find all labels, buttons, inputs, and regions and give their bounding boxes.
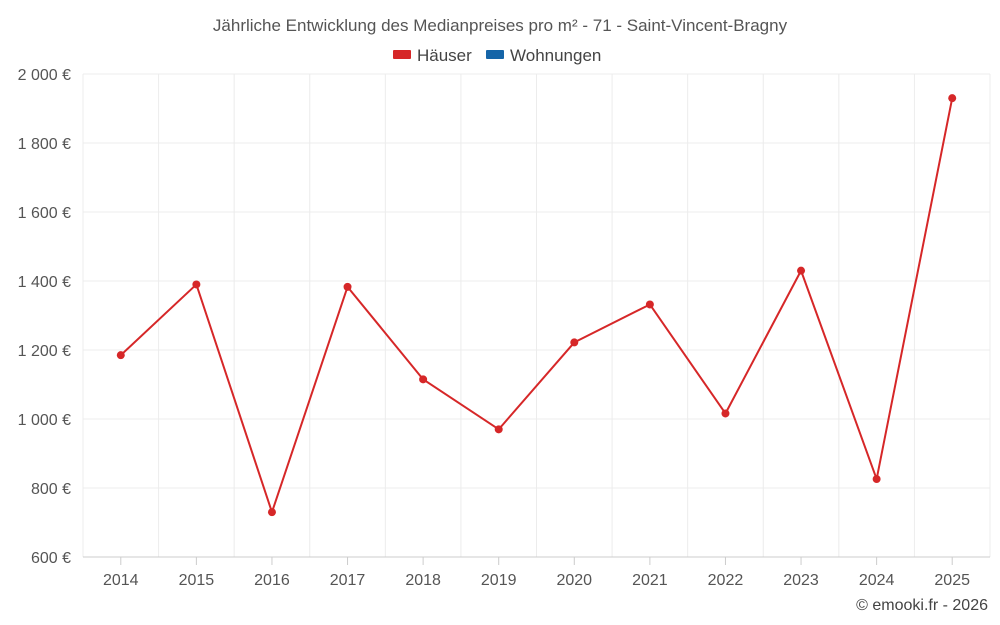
data-point-haeuser-2023[interactable] [797, 266, 806, 275]
x-tick-label: 2025 [934, 572, 970, 589]
y-tick-label: 600 € [31, 550, 71, 567]
x-tick-label: 2023 [783, 572, 819, 589]
data-point-haeuser-2014[interactable] [116, 351, 125, 360]
x-tick-label: 2019 [481, 572, 517, 589]
legend-swatch-haeuser [393, 50, 411, 59]
x-tick-label: 2015 [179, 572, 215, 589]
series-haeuser [116, 94, 957, 517]
legend: Häuser Wohnungen [393, 46, 601, 65]
y-tick-label: 800 € [31, 481, 71, 498]
data-point-haeuser-2019[interactable] [494, 425, 503, 434]
credit-text: © emooki.fr - 2026 [856, 597, 988, 614]
data-point-haeuser-2015[interactable] [192, 280, 201, 289]
data-point-haeuser-2022[interactable] [721, 409, 730, 418]
legend-item-wohnungen[interactable]: Wohnungen [486, 46, 601, 65]
y-tick-label: 1 200 € [18, 343, 71, 360]
x-axis-ticks: 2014 2015 2016 2017 2018 2019 2020 2021 2022 2023… [103, 557, 970, 589]
x-tick-label: 2021 [632, 572, 668, 589]
x-tick-label: 2020 [556, 572, 592, 589]
y-tick-label: 1 600 € [18, 205, 71, 222]
y-tick-label: 1 000 € [18, 412, 71, 429]
data-point-haeuser-2025[interactable] [948, 94, 957, 103]
data-point-haeuser-2018[interactable] [419, 375, 428, 384]
y-tick-label: 1 400 € [18, 274, 71, 291]
x-tick-label: 2018 [405, 572, 441, 589]
legend-swatch-wohnungen [486, 50, 504, 59]
x-gridlines [82, 74, 991, 557]
x-tick-label: 2014 [103, 572, 139, 589]
data-point-haeuser-2024[interactable] [872, 475, 881, 484]
data-point-haeuser-2020[interactable] [570, 338, 579, 347]
x-tick-label: 2024 [859, 572, 895, 589]
x-tick-label: 2016 [254, 572, 290, 589]
chart-title: Jährliche Entwicklung des Medianpreises … [213, 16, 788, 35]
y-axis-ticks: 600 € 800 € 1 000 € 1 200 € 1 400 € 1 600 € 1 … [18, 67, 71, 567]
y-tick-label: 1 800 € [18, 136, 71, 153]
series-line-haeuser [120, 97, 954, 514]
legend-item-haeuser[interactable]: Häuser [393, 46, 472, 65]
legend-label-wohnungen: Wohnungen [510, 46, 601, 65]
x-tick-label: 2022 [708, 572, 744, 589]
data-point-haeuser-2016[interactable] [267, 508, 276, 517]
y-tick-label: 2 000 € [18, 67, 71, 84]
data-point-haeuser-2017[interactable] [343, 282, 352, 291]
legend-label-haeuser: Häuser [417, 46, 472, 65]
x-tick-label: 2017 [330, 572, 366, 589]
data-point-haeuser-2021[interactable] [645, 300, 654, 309]
